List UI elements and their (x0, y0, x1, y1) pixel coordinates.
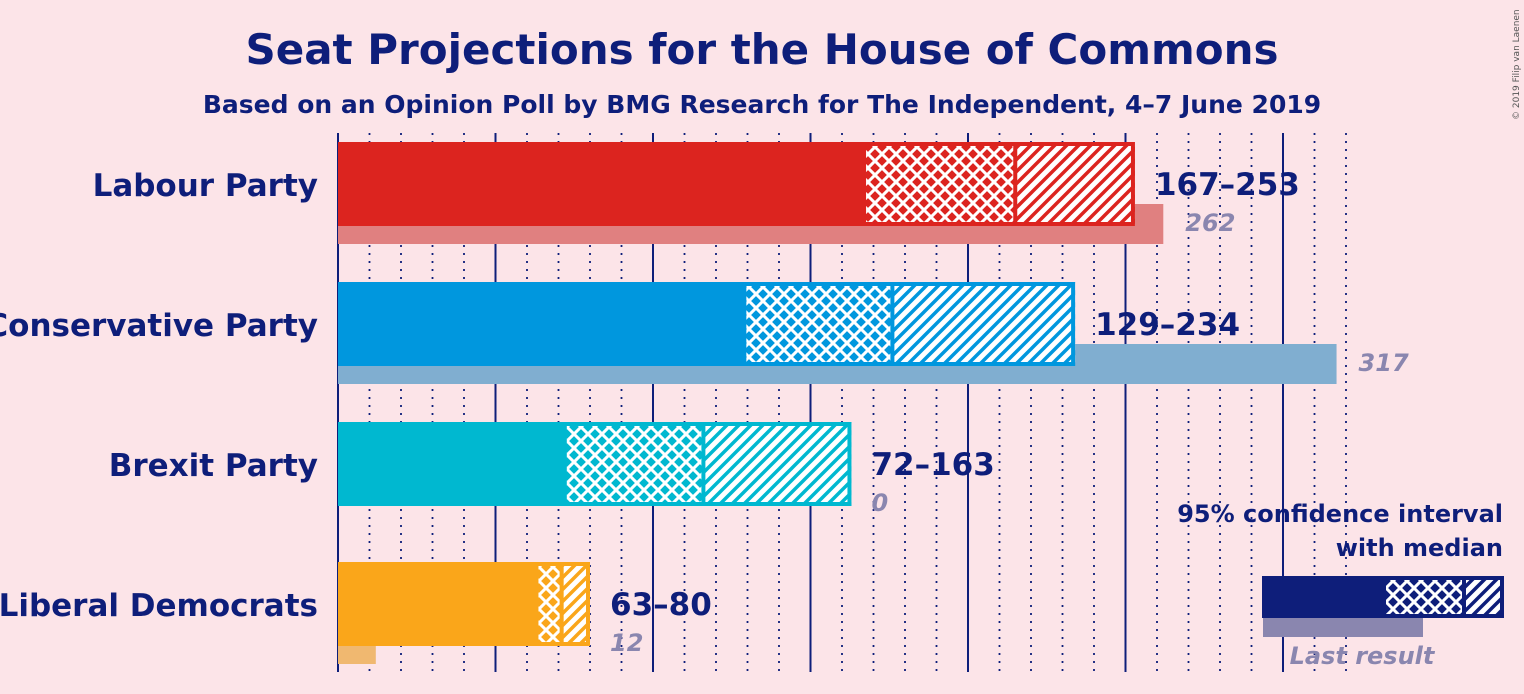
labour-party-label: Labour Party (93, 168, 318, 204)
conservative-party-ci-lower-bar (744, 282, 893, 366)
conservative-party-range-label: 129–234 (1095, 307, 1240, 343)
liberal-democrats-ci-upper-bar (561, 562, 590, 646)
conservative-party-label: Conservative Party (0, 308, 318, 344)
brexit-party-ci-upper-bar (703, 422, 852, 506)
liberal-democrats-ci-lower-bar (536, 562, 562, 646)
brexit-party-ci-outline (562, 422, 852, 506)
labour-party-solid-bar (338, 142, 865, 226)
conservative-party-ci-upper-bar (892, 282, 1076, 366)
legend-ci-lower-swatch (1384, 576, 1464, 618)
conservative-party-ci-outline (742, 282, 1076, 366)
brexit-party-range-label: 72–163 (871, 447, 994, 483)
liberal-democrats-label: Liberal Democrats (0, 588, 318, 624)
brexit-party-ci-lower-bar (564, 422, 704, 506)
legend-last-result-label: Last result (1290, 642, 1436, 670)
liberal-democrats-last-result-label: 12 (610, 629, 643, 657)
party-bars: Labour Party 167–253 262 Conservative Party… (0, 142, 1409, 664)
labour-party-ci-outline (862, 142, 1135, 226)
legend-median-label: with median (1336, 534, 1503, 562)
labour-party-ci-lower-bar (864, 142, 1016, 226)
copyright-notice: © 2019 Filip van Laenen (1512, 9, 1522, 120)
labour-party-last-result-label: 262 (1185, 209, 1235, 237)
conservative-party-solid-bar (338, 282, 745, 366)
legend-solid-swatch (1262, 576, 1384, 618)
legend-ci-label: 95% confidence interval (1177, 500, 1503, 528)
conservative-party-last-result-label: 317 (1359, 349, 1409, 377)
liberal-democrats-solid-bar (338, 562, 537, 646)
chart-subtitle: Based on an Opinion Poll by BMG Research… (203, 90, 1321, 119)
labour-party-range-label: 167–253 (1155, 167, 1300, 203)
chart-title: Seat Projections for the House of Common… (245, 25, 1278, 74)
legend-ci-outline (1382, 576, 1504, 618)
liberal-democrats-range-label: 63–80 (610, 587, 712, 623)
legend: 95% confidence interval with median Last… (1177, 500, 1504, 670)
brexit-party-solid-bar (338, 422, 565, 506)
brexit-party-label: Brexit Party (109, 448, 318, 484)
labour-party-ci-upper-bar (1015, 142, 1135, 226)
brexit-party-last-result-label: 0 (871, 489, 888, 517)
legend-ci-upper-swatch (1464, 576, 1504, 618)
